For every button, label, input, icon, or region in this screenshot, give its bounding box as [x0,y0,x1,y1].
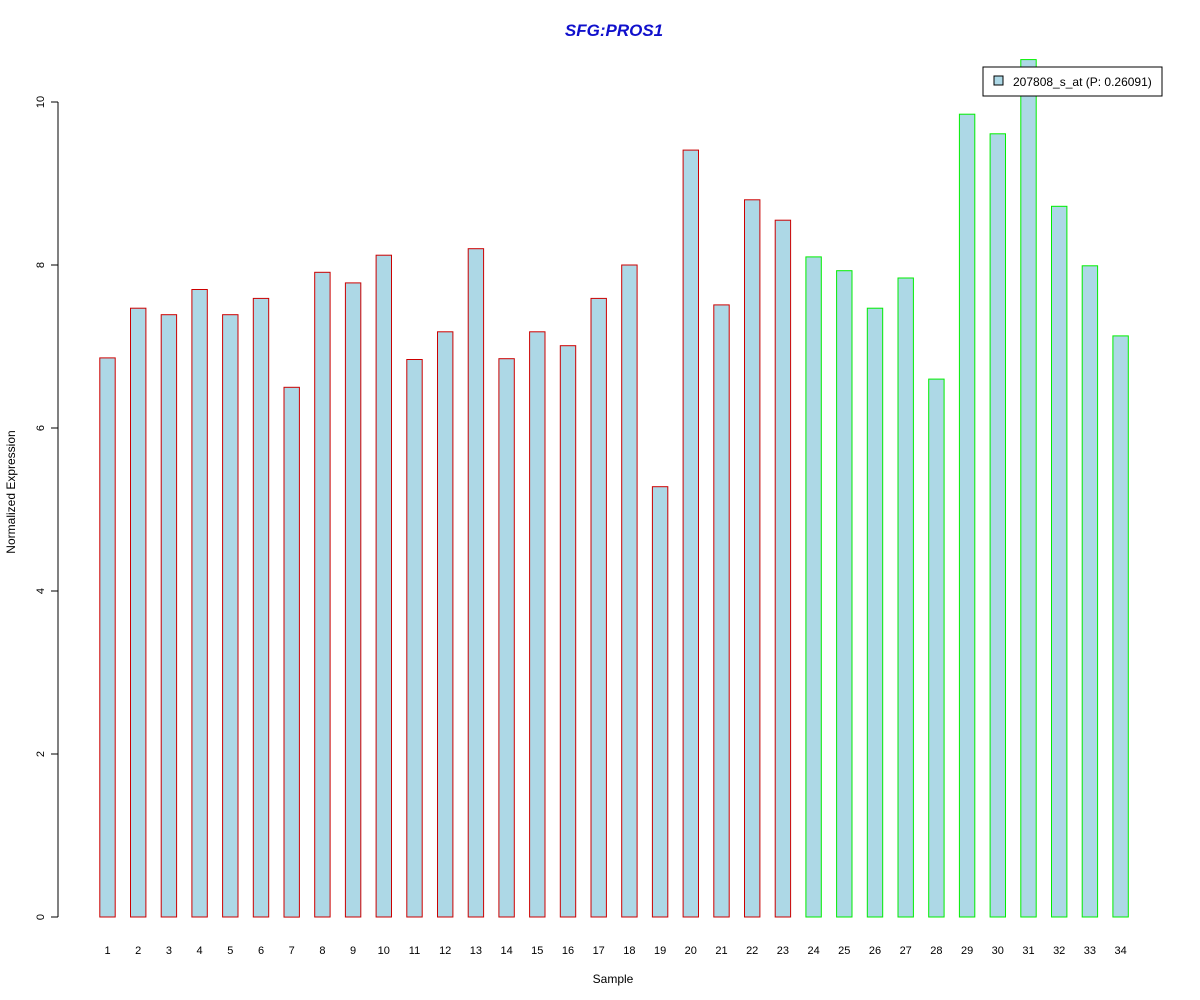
x-tick-label: 2 [135,945,141,957]
bars-group [99,59,1129,918]
bar-sample-10 [375,254,393,918]
x-tick-label: 26 [869,945,881,957]
bar-sample-34 [1112,335,1129,918]
x-tick-label: 4 [197,945,203,957]
x-tick-label: 33 [1084,945,1096,957]
bar-sample-32 [1051,205,1068,918]
x-tick-label: 24 [807,945,819,957]
bar-sample-1 [99,357,116,918]
bar-sample-18 [621,264,638,918]
y-tick-label: 8 [35,262,47,268]
bar-sample-30 [989,133,1006,918]
bar-sample-7 [283,386,300,918]
bar-sample-13 [467,248,485,918]
x-tick-label: 25 [838,945,850,957]
bar-sample-27 [897,277,914,918]
x-tick-label: 23 [777,945,789,957]
x-tick-label: 13 [470,945,482,957]
legend: 207808_s_at (P: 0.26091) [982,66,1163,97]
bar-sample-20 [682,149,699,918]
y-tick-label: 4 [35,588,47,594]
x-tick-label: 21 [715,945,727,957]
x-tick-label: 7 [289,945,295,957]
x-tick-label: 8 [319,945,325,957]
x-tick-label: 27 [900,945,912,957]
bar-sample-15 [529,331,546,918]
bar-sample-16 [559,345,577,918]
bar-sample-33 [1081,265,1099,918]
x-tick-label: 1 [104,945,110,957]
bar-sample-11 [406,359,423,918]
bar-sample-14 [498,358,515,918]
y-tick-label: 0 [35,914,47,920]
bar-sample-23 [774,219,792,918]
bar-sample-22 [744,199,761,918]
x-tick-label: 31 [1022,945,1034,957]
bar-sample-31 [1020,59,1037,918]
bar-sample-3 [160,314,178,918]
bar-sample-12 [437,331,454,918]
bar-sample-29 [958,113,976,918]
x-tick-label: 11 [409,945,420,957]
bar-sample-2 [130,307,147,918]
x-tick-label: 32 [1053,945,1065,957]
x-tick-label: 30 [992,945,1004,957]
y-tick-label: 2 [35,751,47,757]
x-tick-label: 18 [623,945,635,957]
legend-label: 207808_s_at (P: 0.26091) [1013,75,1152,89]
x-tick-label: 34 [1114,945,1126,957]
x-tick-label: 17 [593,945,605,957]
x-tick-label: 20 [685,945,697,957]
x-tick-label: 3 [166,945,172,957]
bar-sample-9 [344,282,362,918]
x-tick-label: 19 [654,945,666,957]
x-tick-label: 9 [350,945,356,957]
bar-sample-6 [252,297,270,918]
x-tick-label: 6 [258,945,264,957]
x-tick-label: 5 [227,945,233,957]
bar-sample-21 [713,304,730,918]
bar-sample-8 [314,271,331,918]
bar-sample-28 [928,378,945,918]
x-tick-label: 16 [562,945,574,957]
bar-sample-19 [651,486,669,918]
y-axis: 0 2 4 6 8 10 [35,96,59,920]
x-tick-label: 12 [439,945,451,957]
x-tick-label: 10 [378,945,390,957]
x-tick-label: 28 [930,945,942,957]
y-axis-label: Normalized Expression [4,430,18,553]
bar-sample-4 [191,289,208,918]
bar-sample-17 [590,297,607,918]
x-tick-label: 22 [746,945,758,957]
x-tick-label: 15 [531,945,543,957]
bar-sample-24 [805,256,822,918]
chart-title: SFG:PROS1 [565,21,663,40]
x-axis-tick-labels: 1 2 3 4 5 6 7 8 9 10 11 12 13 14 15 16 17 18 19 20 21 22 23 24 2… [104,945,1126,957]
y-tick-label: 6 [35,425,47,431]
y-tick-label: 10 [35,96,47,108]
bar-sample-5 [222,314,239,918]
legend-box [982,66,1163,97]
bar-sample-25 [836,270,853,918]
x-tick-label: 29 [961,945,973,957]
legend-swatch [993,75,1004,86]
x-axis-label: Sample [593,972,634,986]
bar-sample-26 [866,307,884,918]
x-tick-label: 14 [500,945,512,957]
